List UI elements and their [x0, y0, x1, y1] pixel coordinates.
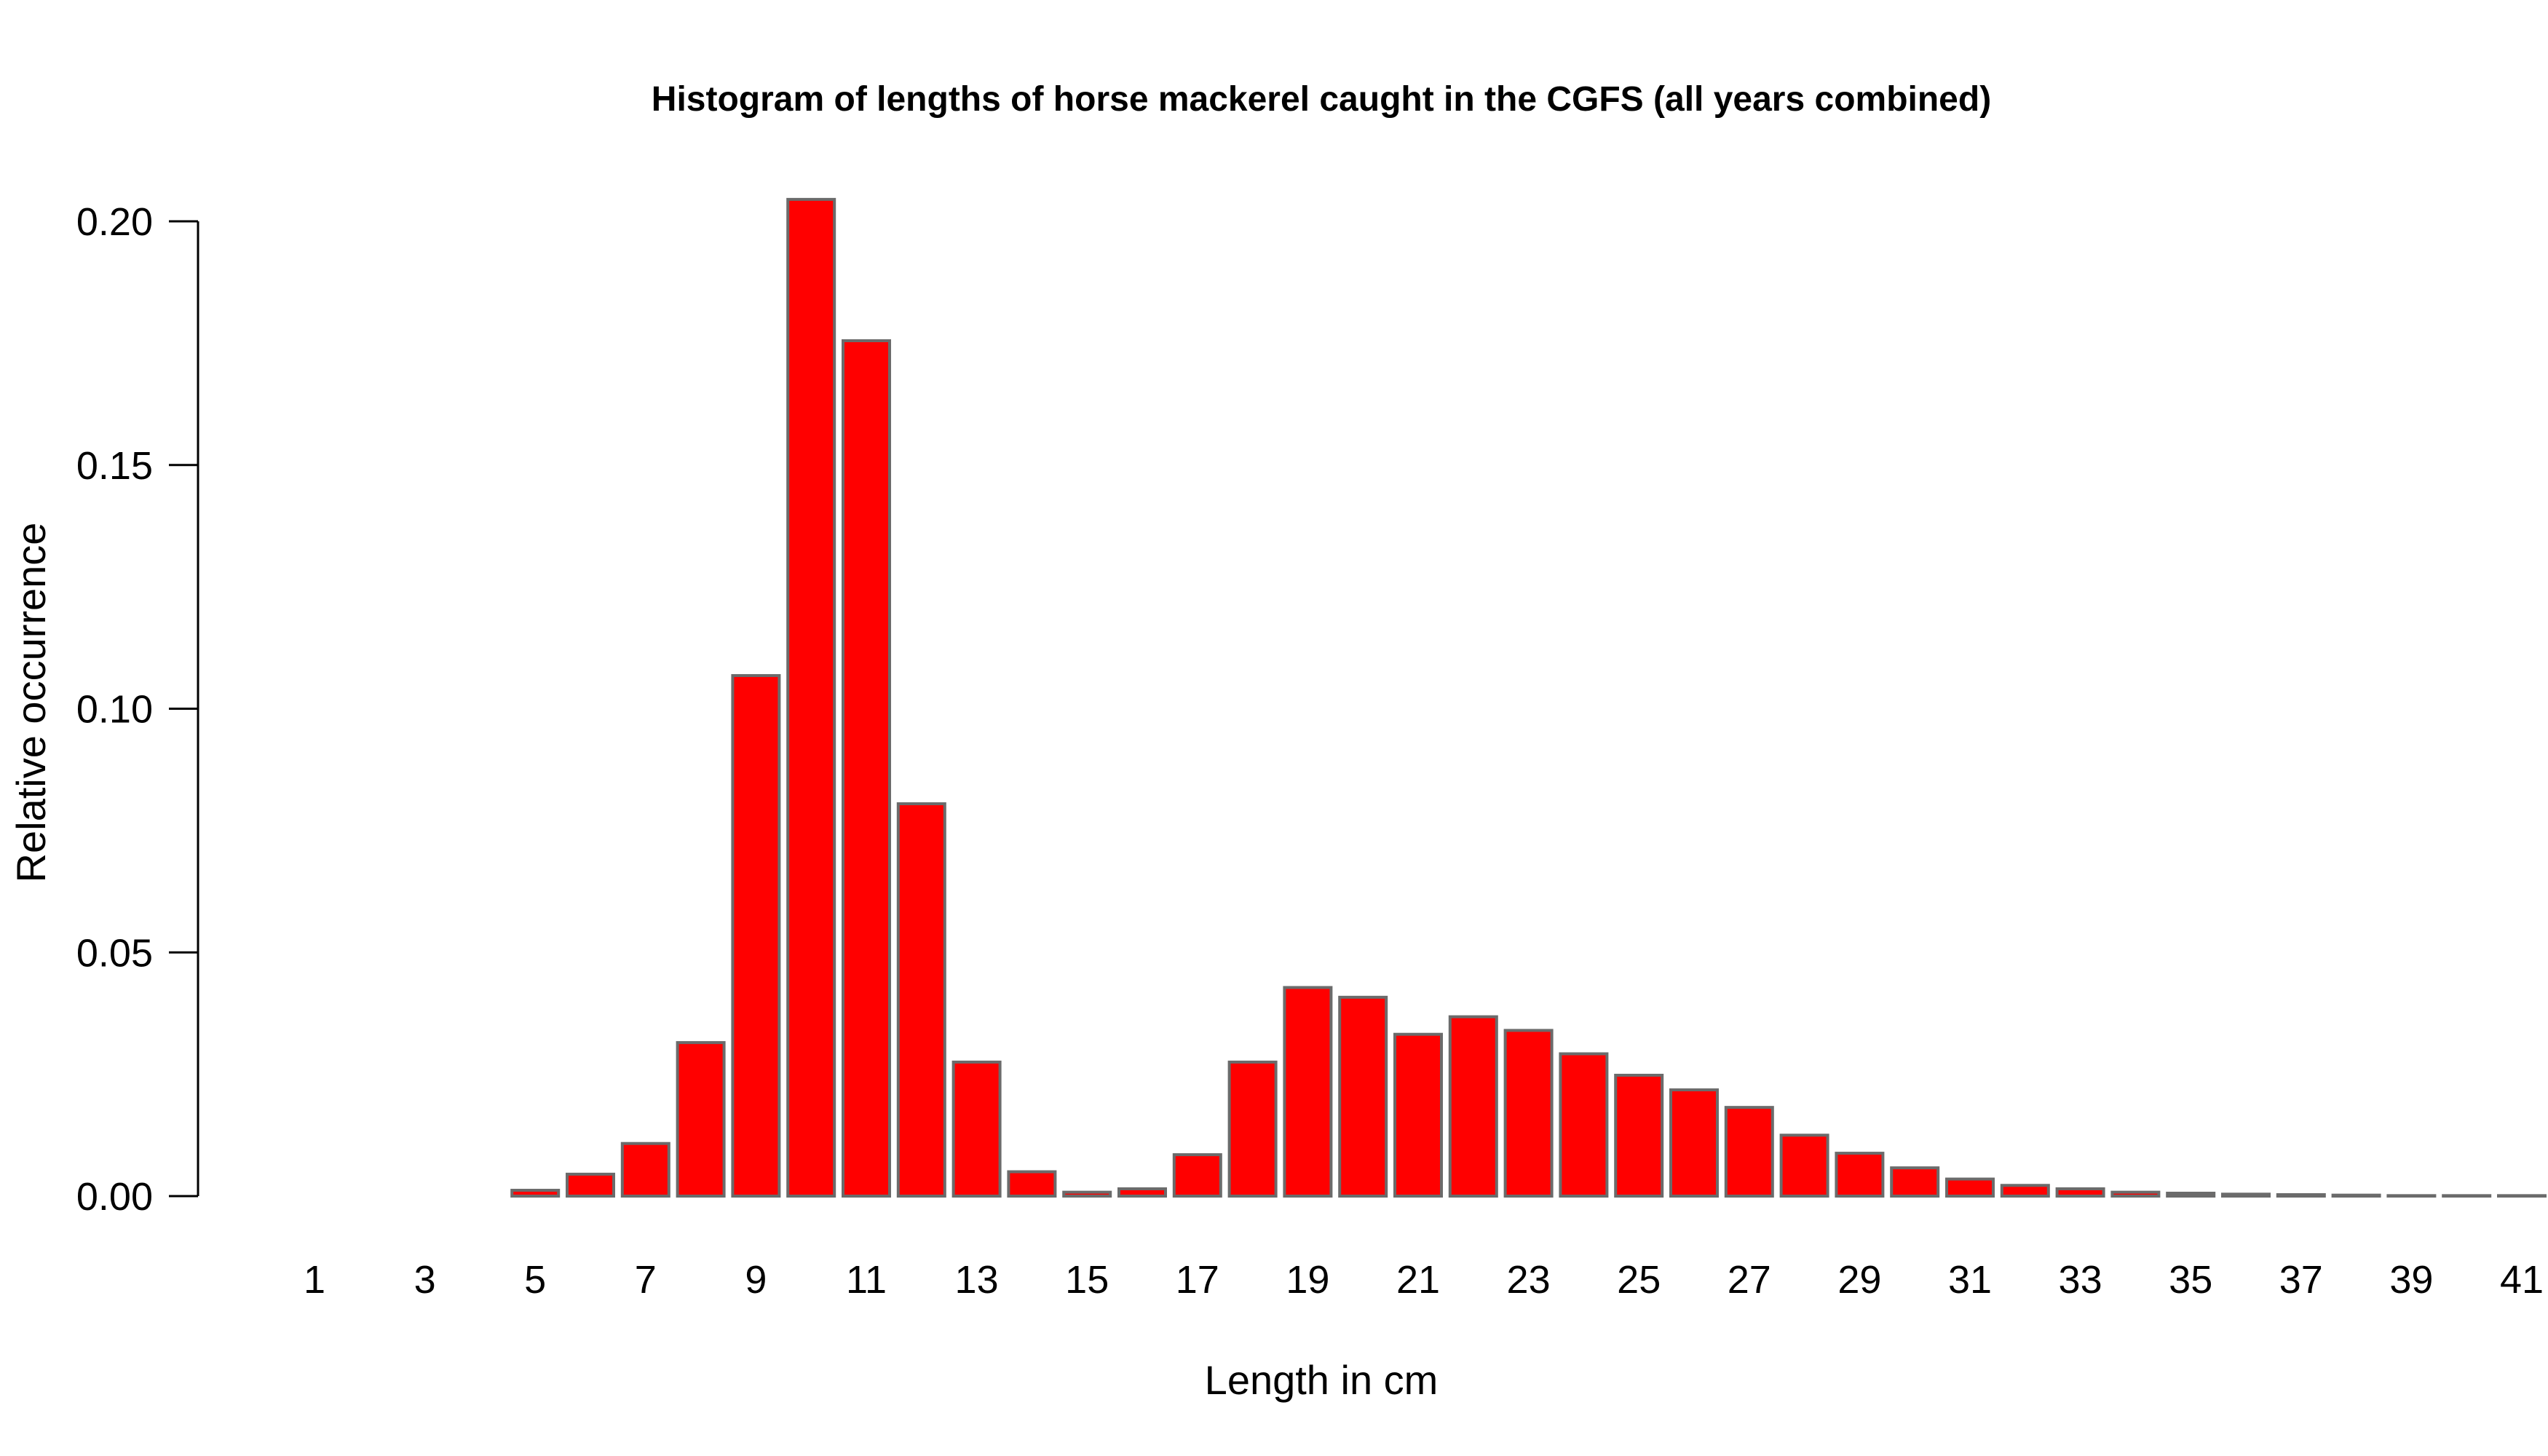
chart-title: Histogram of lengths of horse mackerel c… [652, 80, 1991, 119]
bar-length-6 [566, 1172, 615, 1198]
x-tick-label: 5 [524, 1258, 546, 1302]
bar-length-22 [1448, 1015, 1498, 1198]
x-tick-label: 1 [304, 1258, 325, 1302]
bar-length-32 [2000, 1184, 2050, 1198]
bar-length-31 [1945, 1177, 1995, 1198]
bar-length-39 [2386, 1194, 2437, 1198]
y-tick-label: 0.05 [76, 931, 153, 975]
x-tick-label: 11 [846, 1258, 887, 1302]
bar-length-16 [1117, 1187, 1167, 1198]
bar-length-9 [731, 673, 781, 1198]
bar-length-34 [2110, 1190, 2161, 1198]
bar-length-21 [1393, 1032, 1443, 1198]
bars [510, 197, 2547, 1198]
bar-length-17 [1172, 1153, 1222, 1198]
x-tick-label: 37 [2279, 1258, 2323, 1302]
bar-length-15 [1062, 1190, 1112, 1198]
bar-length-18 [1227, 1060, 1278, 1198]
y-axis-ticks: 0.00 0.05 0.10 0.15 0.20 [76, 200, 198, 1219]
x-tick-label: 9 [745, 1258, 767, 1302]
bar-length-33 [2055, 1187, 2105, 1198]
y-tick-label: 0.20 [76, 200, 153, 244]
bar-length-36 [2221, 1192, 2271, 1198]
bar-length-30 [1890, 1166, 1940, 1198]
x-tick-label: 27 [1728, 1258, 1771, 1302]
x-tick-label: 41 [2500, 1258, 2544, 1302]
bar-length-28 [1779, 1133, 1829, 1198]
x-tick-label: 13 [955, 1258, 999, 1302]
x-tick-label: 19 [1286, 1258, 1329, 1302]
bar-length-37 [2276, 1192, 2326, 1198]
x-tick-label: 15 [1065, 1258, 1109, 1302]
y-axis-title: Relative occurrence [8, 523, 54, 883]
x-tick-label: 23 [1507, 1258, 1551, 1302]
bar-length-12 [896, 802, 946, 1198]
bar-length-5 [510, 1188, 561, 1198]
bar-length-27 [1724, 1106, 1774, 1198]
bar-length-11 [842, 339, 891, 1198]
bar-length-35 [2166, 1191, 2216, 1198]
x-tick-label: 33 [2059, 1258, 2102, 1302]
bar-length-29 [1835, 1152, 1885, 1198]
bar-length-41 [2497, 1194, 2547, 1198]
bar-length-8 [676, 1041, 726, 1198]
bar-length-40 [2442, 1194, 2492, 1198]
bar-length-13 [951, 1060, 1002, 1198]
x-tick-label: 3 [414, 1258, 436, 1302]
bar-length-10 [786, 197, 836, 1198]
x-tick-label: 31 [1948, 1258, 1992, 1302]
bar-length-24 [1559, 1052, 1609, 1198]
x-tick-label: 35 [2169, 1258, 2212, 1302]
bar-length-26 [1669, 1088, 1719, 1198]
y-axis: 0.00 0.05 0.10 0.15 0.20 [76, 200, 199, 1219]
x-tick-label: 39 [2389, 1258, 2433, 1302]
bar-length-23 [1503, 1029, 1554, 1198]
x-axis-title: Length in cm [1205, 1357, 1439, 1403]
y-tick-label: 0.10 [76, 688, 153, 732]
bar-length-25 [1614, 1073, 1664, 1198]
bar-length-20 [1338, 995, 1388, 1198]
y-tick-label: 0.15 [76, 444, 153, 488]
x-tick-label: 7 [635, 1258, 657, 1302]
y-tick-label: 0.00 [76, 1175, 153, 1219]
bar-length-38 [2331, 1193, 2381, 1198]
bar-length-7 [620, 1142, 670, 1198]
x-tick-label: 21 [1396, 1258, 1440, 1302]
x-tick-label: 25 [1617, 1258, 1661, 1302]
bar-length-14 [1007, 1170, 1057, 1198]
x-tick-label: 17 [1176, 1258, 1219, 1302]
bar-length-19 [1283, 986, 1333, 1198]
x-tick-label: 29 [1837, 1258, 1881, 1302]
x-axis-tick-labels: 1 3 5 7 9 11 13 15 17 19 21 23 25 27 29 31 33 35 37 39 41 [304, 1258, 2544, 1302]
